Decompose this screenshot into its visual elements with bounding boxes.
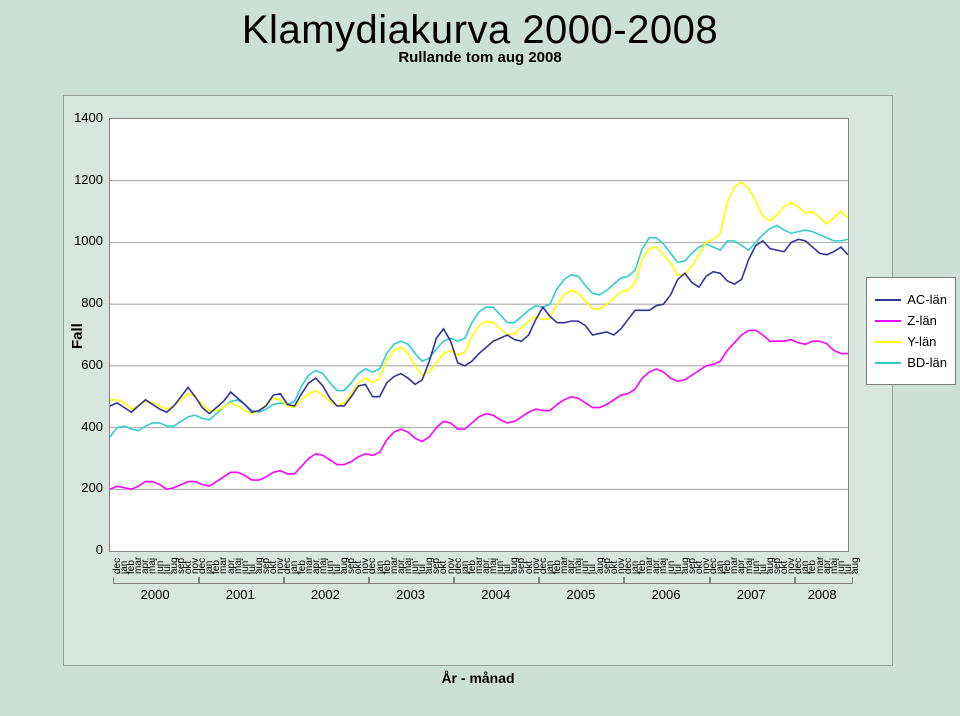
- y-tick-label: 200: [67, 480, 103, 495]
- legend-item: AC-län: [875, 292, 947, 307]
- year-bracket: [283, 577, 370, 584]
- year-bracket: [368, 577, 455, 584]
- x-year-label: 2000: [113, 587, 198, 602]
- year-bracket: [538, 577, 625, 584]
- year-bracket: [198, 577, 285, 584]
- legend-swatch: [875, 341, 901, 343]
- legend-label: AC-län: [907, 292, 947, 307]
- x-year-label: 2001: [198, 587, 283, 602]
- year-bracket: [709, 577, 796, 584]
- series-line-BD: [110, 225, 848, 436]
- y-tick-label: 0: [67, 542, 103, 557]
- series-line-Y: [110, 182, 848, 413]
- line-chart-svg: [110, 119, 848, 551]
- x-year-label: 2008: [794, 587, 851, 602]
- y-tick-label: 1000: [67, 233, 103, 248]
- legend-label: Y-län: [907, 334, 936, 349]
- legend-item: BD-län: [875, 355, 947, 370]
- y-tick-label: 600: [67, 357, 103, 372]
- legend-label: Z-län: [907, 313, 937, 328]
- y-tick-label: 1400: [67, 110, 103, 125]
- chart-title-block: Klamydiakurva 2000-2008 Rullande tom aug…: [0, 0, 960, 66]
- legend-label: BD-län: [907, 355, 947, 370]
- x-year-label: 2007: [709, 587, 794, 602]
- x-year-label: 2002: [283, 587, 368, 602]
- chart-title: Klamydiakurva 2000-2008: [0, 8, 960, 53]
- y-tick-label: 1200: [67, 172, 103, 187]
- legend: AC-län Z-län Y-län BD-län: [866, 277, 956, 385]
- legend-swatch: [875, 299, 901, 301]
- x-tick-month-label: aug: [850, 557, 861, 574]
- x-year-label: 2004: [453, 587, 538, 602]
- legend-item: Z-län: [875, 313, 947, 328]
- x-year-label: 2006: [623, 587, 708, 602]
- x-axis-title: År - månad: [109, 670, 847, 686]
- legend-item: Y-län: [875, 334, 947, 349]
- year-bracket: [794, 577, 853, 584]
- chart-subtitle: Rullande tom aug 2008: [0, 49, 960, 66]
- y-tick-label: 800: [67, 295, 103, 310]
- year-bracket: [623, 577, 710, 584]
- year-bracket: [113, 577, 200, 584]
- y-tick-label: 400: [67, 419, 103, 434]
- legend-swatch: [875, 362, 901, 364]
- x-year-label: 2005: [538, 587, 623, 602]
- y-axis-label: Fall: [69, 323, 86, 349]
- legend-swatch: [875, 320, 901, 322]
- year-bracket: [453, 577, 540, 584]
- x-year-label: 2003: [368, 587, 453, 602]
- plot-area: [109, 118, 849, 552]
